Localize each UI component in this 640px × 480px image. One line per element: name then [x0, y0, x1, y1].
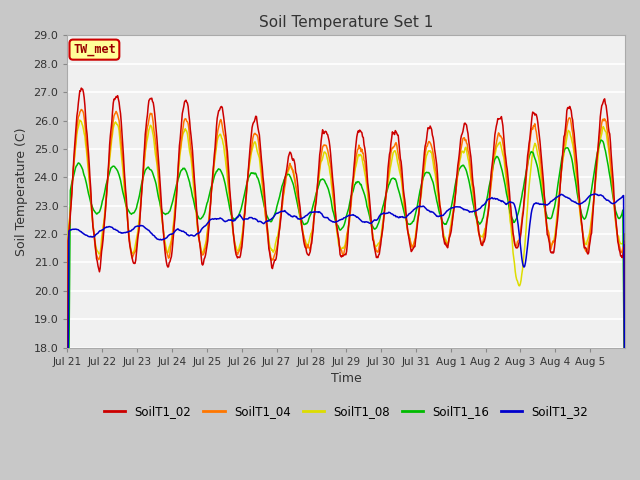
Y-axis label: Soil Temperature (C): Soil Temperature (C) — [15, 127, 28, 256]
Title: Soil Temperature Set 1: Soil Temperature Set 1 — [259, 15, 433, 30]
Legend: SoilT1_02, SoilT1_04, SoilT1_08, SoilT1_16, SoilT1_32: SoilT1_02, SoilT1_04, SoilT1_08, SoilT1_… — [99, 400, 593, 423]
X-axis label: Time: Time — [331, 372, 362, 385]
Text: TW_met: TW_met — [73, 43, 116, 56]
